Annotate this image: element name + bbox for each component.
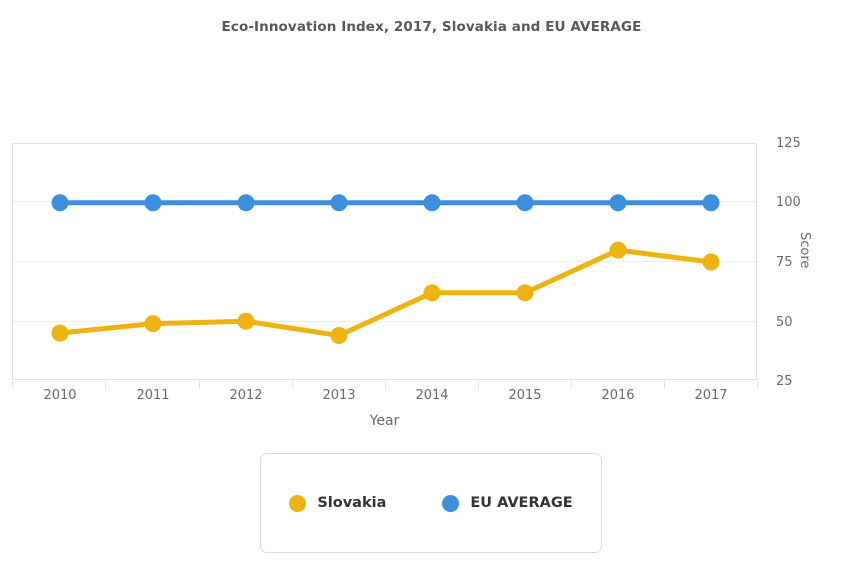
x-tick-2010: 2010 [43,388,77,403]
x-tickmark-2010 [12,381,13,388]
legend-item-slovakia[interactable]: Slovakia [289,494,387,512]
x-axis-title: Year [369,413,400,429]
x-tick-2012: 2012 [229,388,263,403]
legend-label: Slovakia [317,495,387,511]
gridline-50 [13,321,756,322]
x-tick-2015: 2015 [508,388,542,403]
x-tickmark-end [757,381,758,388]
x-tickmark-2013 [292,381,293,388]
y-tick-75: 75 [776,255,793,270]
x-tick-2011: 2011 [136,388,170,403]
x-tick-2017: 2017 [694,388,728,403]
x-tick-2014: 2014 [415,388,449,403]
x-tickmark-2017 [664,381,665,388]
y-tick-100: 100 [776,195,801,210]
x-tickmark-2011 [105,381,106,388]
legend: Slovakia EU AVERAGE [260,453,602,553]
x-tickmark-2014 [385,381,386,388]
circle-marker-icon [442,494,460,512]
x-tick-2016: 2016 [601,388,635,403]
plot-area [12,143,757,380]
y-axis-title: Score [797,232,812,269]
legend-item-eu-average[interactable]: EU AVERAGE [442,494,573,512]
y-tick-125: 125 [776,136,801,151]
y-tick-25: 25 [776,374,793,389]
gridline-100 [13,201,756,202]
circle-marker-icon [289,494,307,512]
gridline-75 [13,261,756,262]
x-tickmark-2012 [199,381,200,388]
x-tickmark-2016 [571,381,572,388]
y-tick-50: 50 [776,315,793,330]
x-tick-2013: 2013 [322,388,356,403]
x-tickmark-2015 [478,381,479,388]
chart-title: Eco-Innovation Index, 2017, Slovakia and… [221,19,642,35]
legend-label: EU AVERAGE [470,495,573,511]
